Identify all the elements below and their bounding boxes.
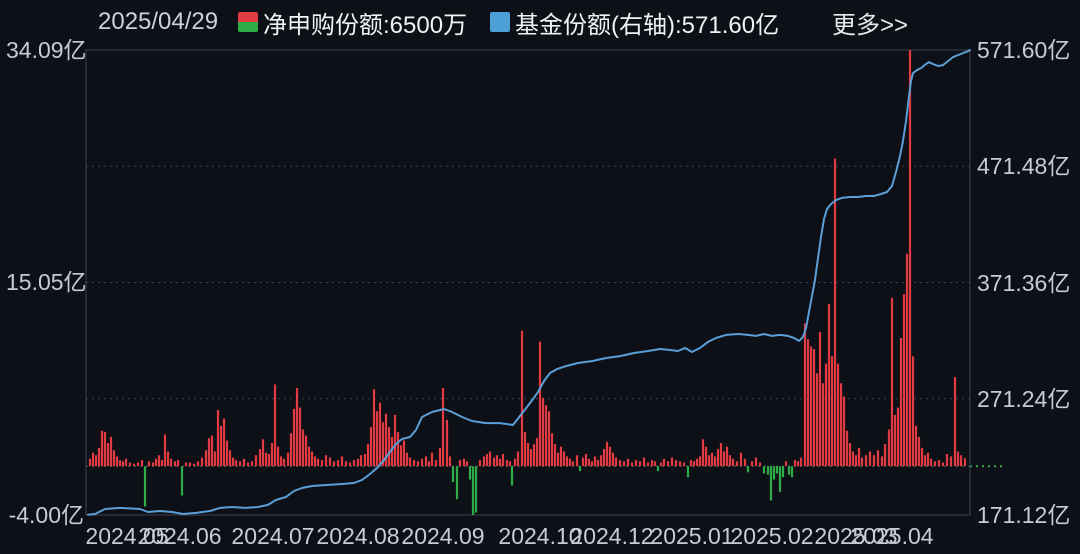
line-legend: 基金份额(右轴): 571.60亿 [490,7,780,39]
right-axis-tick: 371.36亿 [977,269,1071,296]
x-axis-tick: 2024.07 [231,523,315,549]
right-axis-tick: 271.24亿 [977,385,1071,412]
bar-legend: 净申购份额: 6500万 [238,7,468,39]
x-axis-tick: 2024.10 [498,523,582,549]
left-axis-tick: 15.05亿 [6,269,87,296]
right-axis-tick: 471.48亿 [977,153,1071,180]
bar-legend-label: 净申购份额: [263,11,390,39]
x-axis-tick: 2024.06 [138,523,222,549]
left-axis-tick: -4.00亿 [8,502,84,528]
bar-legend-value: 6500万 [389,11,468,39]
x-axis-tick: 2024.09 [401,523,485,549]
line-series [87,49,971,516]
line-legend-icon [490,12,510,32]
line-legend-label: 基金份额(右轴): [515,11,682,39]
left-axis-tick: 34.09亿 [6,37,87,63]
bar-series [88,50,967,515]
x-axis-tick: 2025.02 [730,523,814,549]
x-axis-tick: 2024.12 [570,523,654,549]
x-axis-tick: 2025.03 [814,523,898,549]
x-axis-tick: 2025.04 [850,523,934,549]
more-link[interactable]: 更多>> [832,11,909,39]
bar-legend-icon [238,12,258,32]
x-axis-tick: 2024.05 [85,523,169,549]
right-axis-tick: 571.60亿 [977,37,1071,63]
line-legend-value: 571.60亿 [681,11,780,39]
right-axis-tick: 171.12亿 [977,502,1071,528]
x-axis-tick: 2025.01 [650,523,734,549]
chart-date: 2025/04/29 [98,8,219,35]
x-axis-tick: 2024.08 [316,523,400,549]
